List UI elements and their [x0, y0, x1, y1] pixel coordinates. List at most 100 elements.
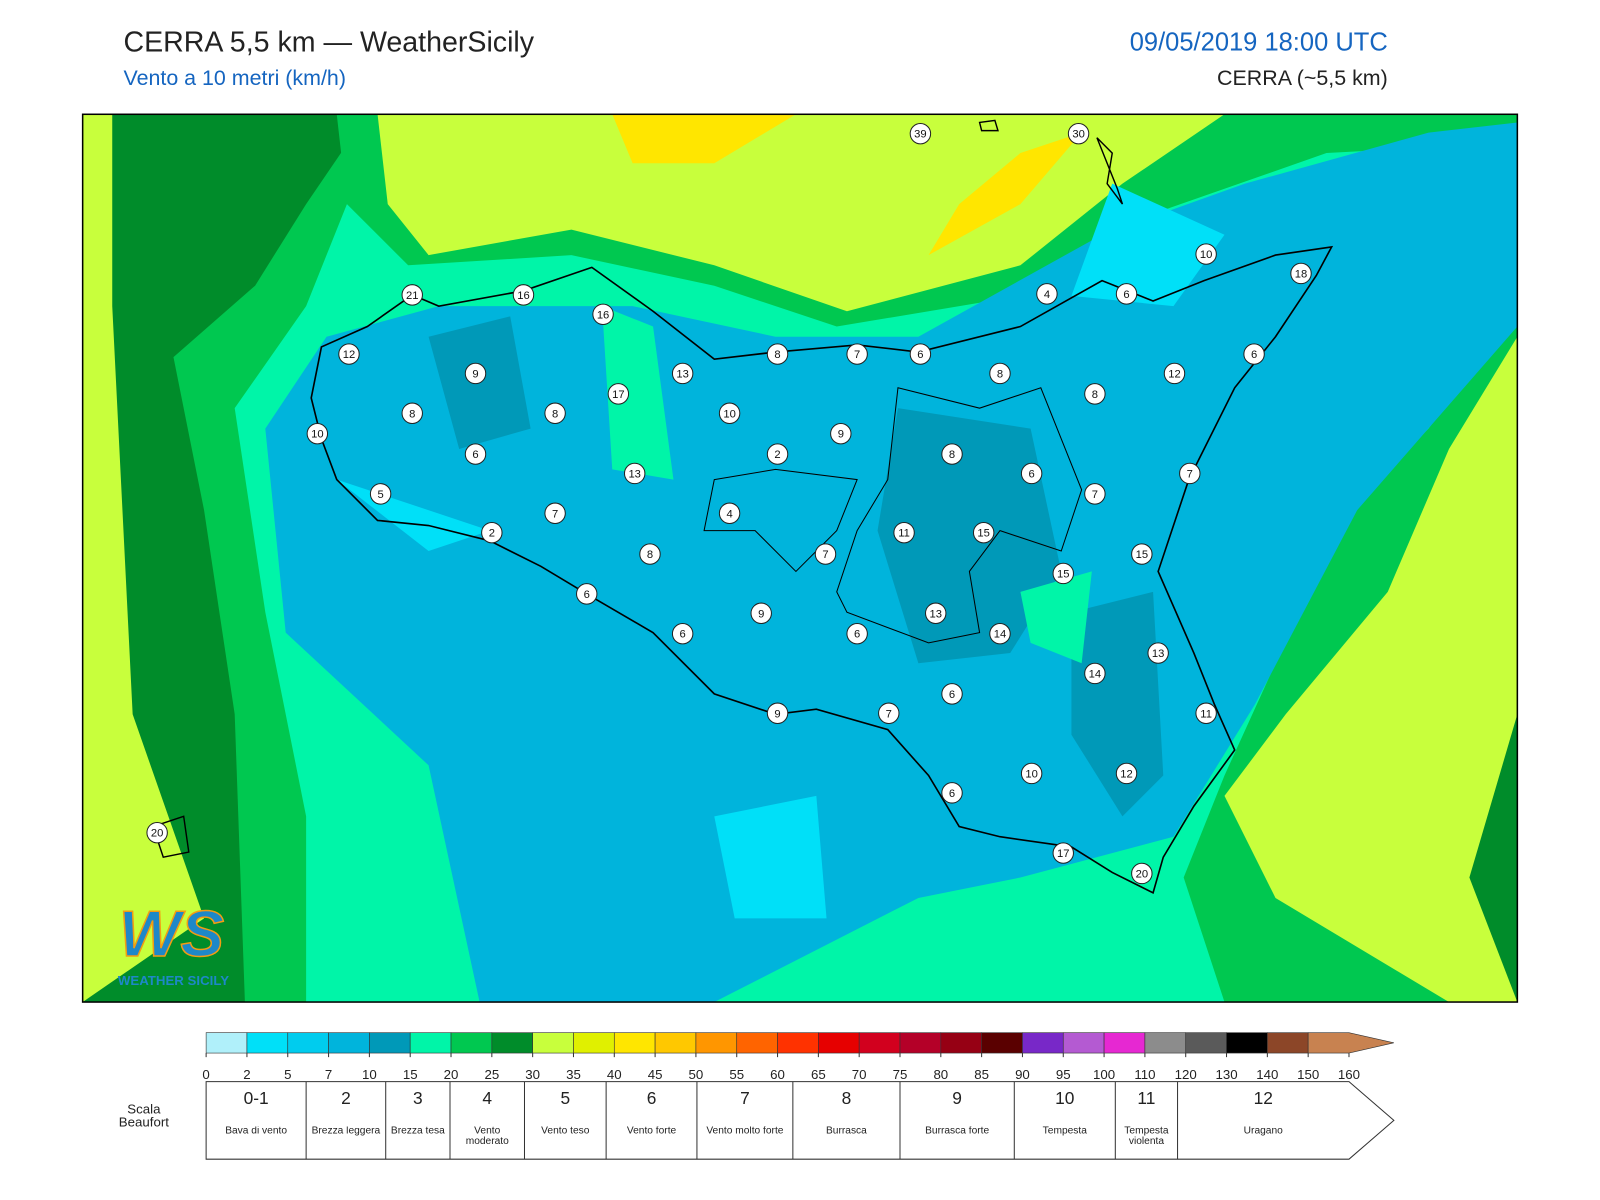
beaufort-name: Vento teso	[541, 1126, 590, 1137]
station-value: 13	[929, 608, 941, 620]
beaufort-name-box: Vento teso	[541, 1126, 590, 1137]
station-marker	[623, 462, 646, 485]
colorbar-tick-label: 5	[284, 1067, 291, 1082]
station-marker	[1147, 642, 1169, 664]
beaufort-name: Burrasca	[826, 1126, 867, 1137]
station-value: 7	[822, 549, 828, 561]
station-value: 10	[723, 408, 735, 420]
station-value: 6	[854, 629, 860, 641]
station-value: 11	[898, 528, 910, 540]
subtitle: Vento a 10 metri (km/h)	[123, 66, 345, 90]
colorbar-tick-label: 95	[1056, 1067, 1071, 1082]
station-value: 39	[914, 129, 926, 141]
beaufort-force-box: 12	[1253, 1089, 1273, 1109]
station-marker	[544, 402, 566, 424]
beaufort-name-box: Brezza leggera	[311, 1126, 381, 1137]
station-value: 6	[472, 449, 478, 461]
beaufort-force: 0-1	[243, 1089, 269, 1109]
beaufort-force-box: 3	[413, 1090, 423, 1107]
beaufort-name-box: Vento forte	[626, 1126, 677, 1137]
station-value: 21	[406, 290, 418, 302]
beaufort-force: 6	[646, 1089, 657, 1109]
station-value: 17	[612, 389, 624, 401]
station-value: 7	[854, 349, 860, 361]
station-value: 15	[1057, 568, 1069, 580]
station-marker	[369, 483, 392, 505]
colorbar-segment	[369, 1032, 411, 1054]
colorbar-segment	[981, 1032, 1023, 1054]
colorbar-tick-label: 15	[403, 1067, 418, 1082]
colorbar-segment	[491, 1032, 533, 1054]
beaufort-label: Scala Beaufort	[118, 1102, 169, 1130]
beaufort-force-box: 2	[341, 1090, 351, 1107]
colorbar-segment	[1185, 1032, 1227, 1054]
station-value: 20	[1136, 868, 1148, 880]
colorbar-segment	[736, 1032, 778, 1054]
station-value: 9	[774, 708, 780, 720]
beaufort-force-box: 8	[842, 1090, 852, 1107]
station-value: 16	[597, 309, 609, 321]
colorbar-tick-label: 85	[974, 1067, 989, 1082]
beaufort-label-box: Scala Beaufort	[118, 1102, 169, 1130]
beaufort-force: 4	[482, 1089, 493, 1109]
station-marker	[718, 402, 741, 424]
station-value: 13	[1152, 648, 1164, 660]
beaufort-name: Vento forte	[626, 1126, 677, 1137]
station-marker	[1020, 762, 1043, 785]
station-value: 16	[517, 290, 529, 302]
beaufort-name-box: Uragano	[1244, 1127, 1283, 1137]
station-value: 8	[997, 368, 1003, 380]
colorbar-tick-label: 45	[648, 1067, 663, 1082]
station-value: 14	[994, 629, 1006, 641]
station-value: 14	[1089, 668, 1101, 680]
station-marker	[718, 502, 741, 524]
colorbar-segment	[532, 1032, 574, 1054]
colorbar-segment	[1103, 1032, 1146, 1054]
beaufort-outline	[205, 1081, 1395, 1160]
colorbar-segment	[205, 1032, 248, 1054]
colorbar-segment	[328, 1032, 370, 1054]
station-value: 10	[1025, 768, 1037, 780]
station-value: 12	[1120, 768, 1132, 780]
station-marker	[766, 443, 789, 465]
colorbar-tick-label: 35	[566, 1067, 581, 1082]
colorbar-tick-label: 130	[1215, 1067, 1237, 1082]
colorbar-tick-label: 2	[243, 1067, 250, 1082]
beaufort-force: 10	[1055, 1089, 1075, 1109]
beaufort-name-box: Burrasca forte	[925, 1127, 989, 1137]
beaufort-force-box: 4	[482, 1089, 493, 1109]
station-marker	[1163, 362, 1186, 385]
colorbar-tick-label: 140	[1256, 1067, 1278, 1082]
colorbar-segment	[654, 1032, 697, 1054]
colorbar-tick-label: 100	[1093, 1067, 1115, 1082]
beaufort-scale: Scala Beaufort 0-1 Bava di vento 2 Brezza le…	[118, 1081, 1395, 1160]
station-value: 15	[1136, 549, 1148, 561]
beaufort-name: Bava di vento	[225, 1126, 288, 1137]
station-value: 4	[726, 508, 732, 520]
station-value: 5	[377, 489, 383, 501]
beaufort-name: Brezza leggera	[311, 1126, 381, 1137]
beaufort-name-box: Bava di vento	[225, 1126, 288, 1137]
station-marker	[639, 543, 661, 565]
station-value: 30	[1072, 129, 1084, 141]
beaufort-force: 12	[1253, 1089, 1273, 1109]
station-marker	[750, 602, 772, 624]
station-marker	[464, 362, 487, 385]
colorbar-tick-label: 160	[1338, 1067, 1360, 1082]
colorbar-tick-label: 0	[202, 1067, 209, 1082]
beaufort-name-box: Burrasca	[826, 1126, 867, 1137]
station-value: 6	[1123, 289, 1129, 301]
station-marker	[1115, 283, 1138, 305]
station-marker	[989, 622, 1011, 645]
colorbar-segment	[899, 1032, 942, 1054]
station-marker	[512, 284, 535, 306]
beaufort-force-box: 9	[952, 1090, 962, 1107]
station-marker	[576, 583, 598, 605]
beaufort-name: Tempesta violenta	[1124, 1126, 1169, 1147]
station-marker	[941, 683, 963, 705]
map-frame	[81, 113, 1519, 1003]
beaufort-force-box: 0-1	[243, 1089, 269, 1109]
colorbar-segment	[858, 1032, 901, 1054]
station-value: 6	[1029, 468, 1035, 480]
station-marker	[941, 443, 963, 465]
